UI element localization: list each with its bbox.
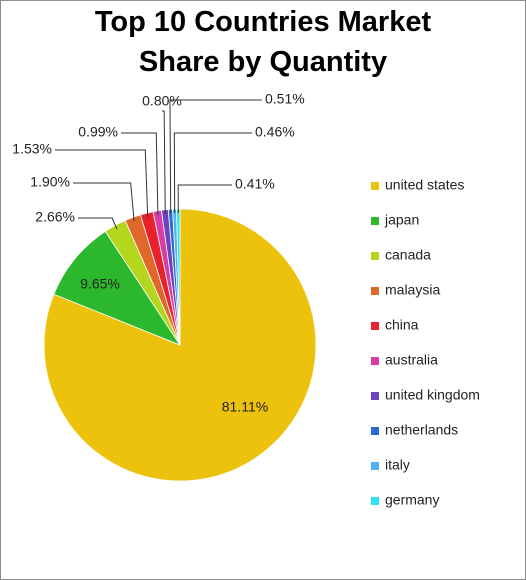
legend-label: malaysia — [385, 282, 440, 298]
legend-label: netherlands — [385, 422, 458, 438]
legend-swatch — [371, 357, 379, 365]
legend-swatch — [371, 182, 379, 190]
data-label: 9.65% — [80, 276, 120, 292]
leader-line — [121, 132, 159, 215]
data-label: 2.66% — [35, 209, 75, 225]
data-label: 0.99% — [78, 124, 118, 140]
legend-swatch — [371, 322, 379, 330]
legend-label: canada — [385, 247, 431, 263]
leader-line — [162, 110, 166, 214]
data-label: 81.11% — [222, 399, 268, 415]
legend-swatch — [371, 462, 379, 470]
leader-line — [173, 132, 252, 214]
leader-line — [169, 99, 262, 214]
leader-line — [73, 182, 135, 222]
legend-label: australia — [385, 352, 438, 368]
legend-label: italy — [385, 457, 410, 473]
pie-slice — [53, 230, 182, 346]
data-label: 1.53% — [12, 141, 52, 157]
leader-line — [78, 217, 118, 230]
legend-swatch — [371, 392, 379, 400]
legend-swatch — [371, 427, 379, 435]
legend-swatch — [371, 497, 379, 505]
legend-label: japan — [384, 212, 419, 228]
legend-swatch — [371, 252, 379, 260]
legend-label: germany — [385, 492, 439, 508]
legend-swatch — [371, 287, 379, 295]
data-label: 1.90% — [30, 174, 70, 190]
data-label: 0.51% — [265, 91, 305, 107]
leader-line — [177, 184, 232, 214]
data-label: 0.41% — [235, 176, 275, 192]
legend-label: china — [385, 317, 419, 333]
data-label: 0.46% — [255, 124, 295, 140]
leader-line — [55, 149, 149, 218]
legend-swatch — [371, 217, 379, 225]
chart-title: Top 10 Countries Market Share by Quantit… — [94, 6, 432, 78]
legend-label: united kingdom — [385, 387, 480, 403]
data-label: 0.80% — [142, 93, 182, 109]
legend-label: united states — [385, 177, 464, 193]
